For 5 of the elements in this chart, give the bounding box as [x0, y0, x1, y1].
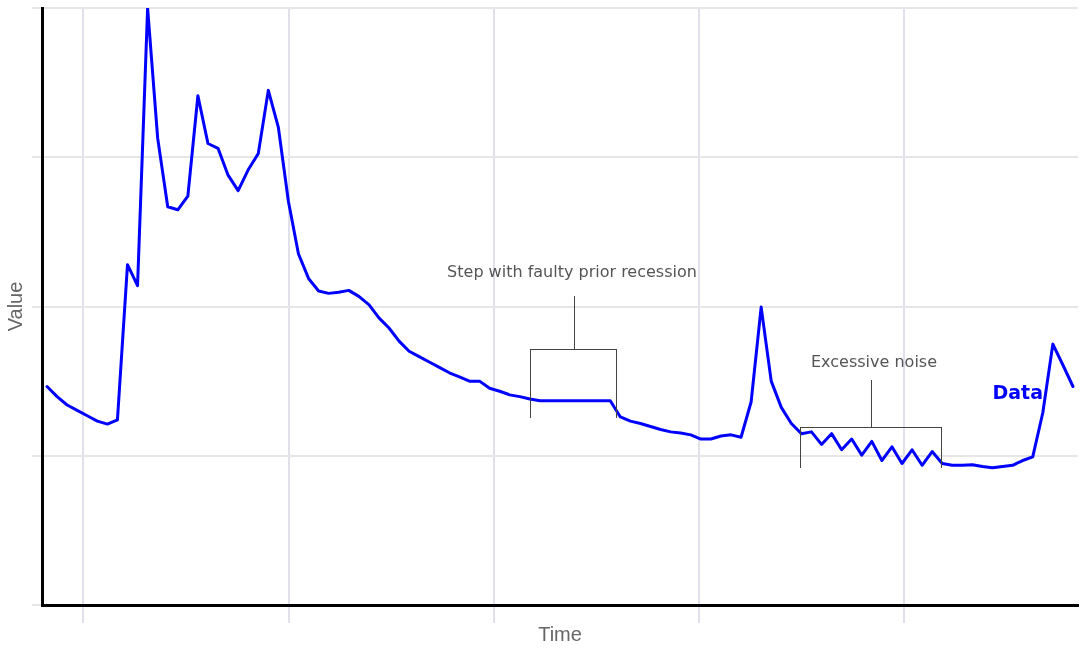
series-label: Data [992, 381, 1043, 404]
x-axis-title: Time [538, 622, 582, 645]
annotation: Excessive noise [810, 352, 938, 371]
y-axis-title: Value [3, 281, 26, 332]
annotation: Step with faulty prior recession [447, 262, 697, 281]
